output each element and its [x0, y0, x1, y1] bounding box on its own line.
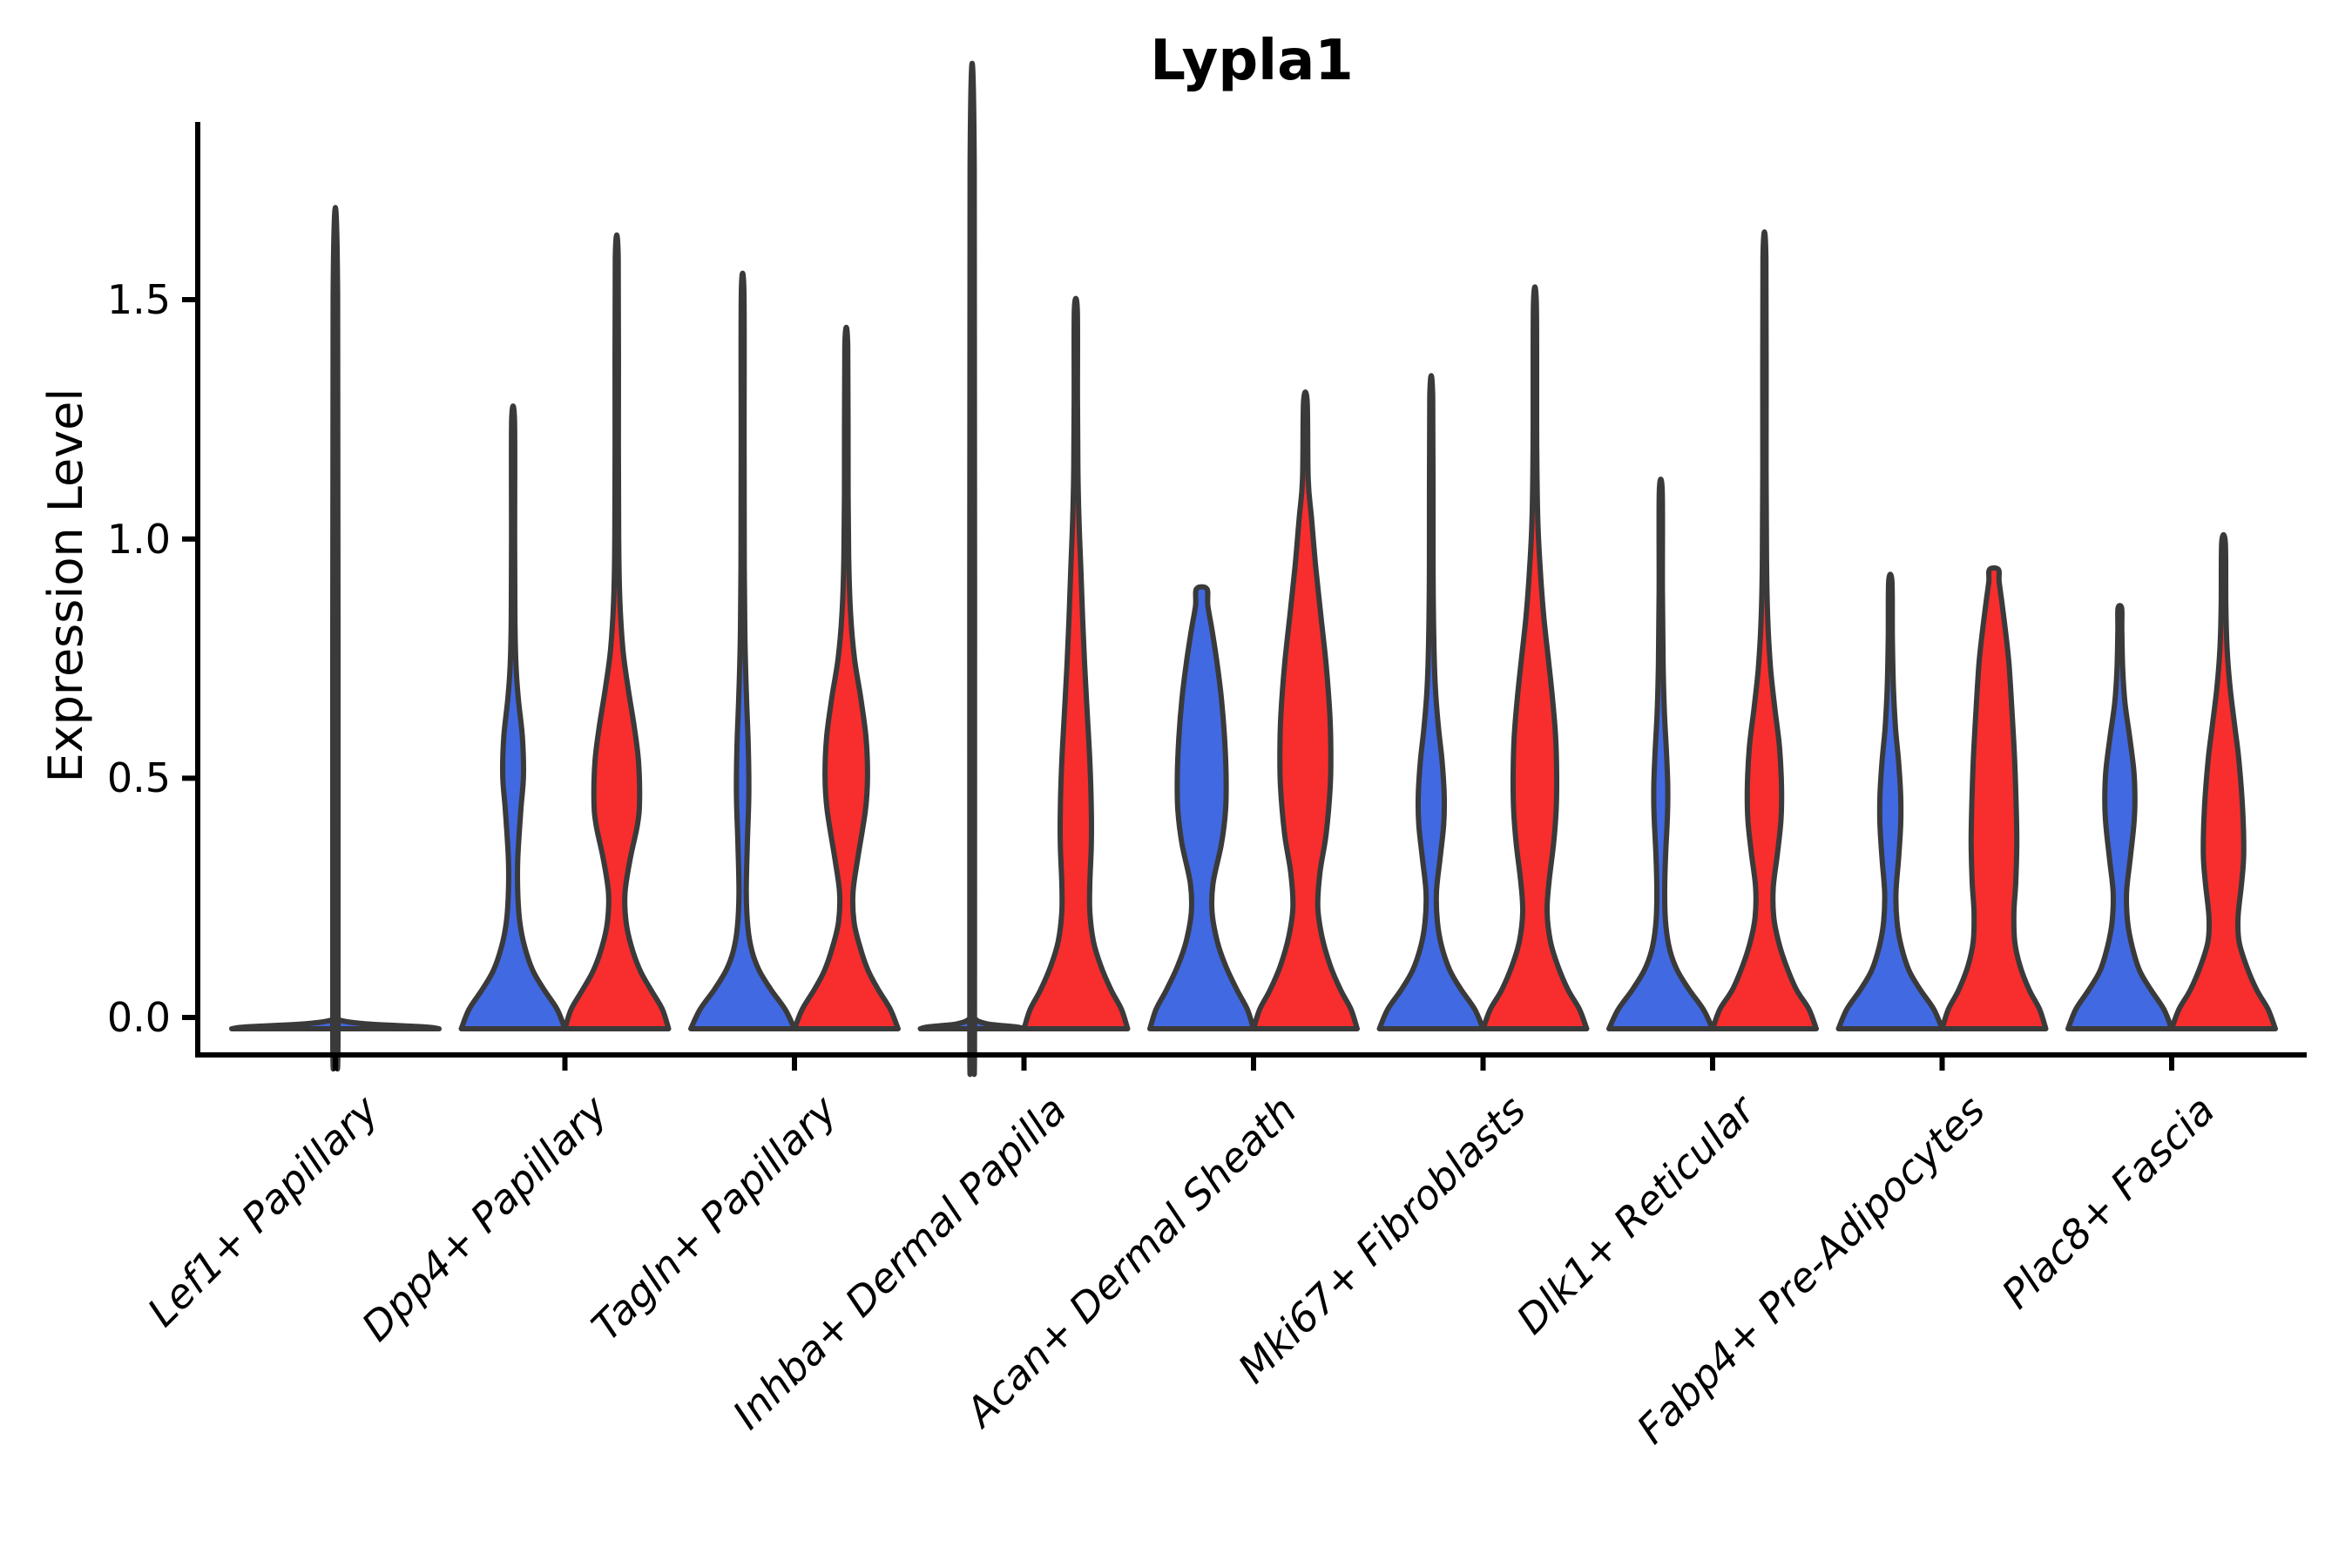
violin-tagln-papillary-blue: [688, 270, 797, 1031]
violin-inhba-dermal-papilla-red: [1021, 295, 1131, 1031]
violin-acan-dermal-sheath-red: [1251, 389, 1360, 1031]
y-axis-label: Expression Level: [38, 388, 93, 783]
y-tick-label: 0.0: [106, 994, 171, 1041]
violin-fabp4-pre-adipocytes-blue: [1835, 571, 1945, 1031]
violin-tagln-papillary-red: [792, 324, 901, 1031]
violin-plac8-fascia-blue: [2065, 603, 2174, 1031]
violin-dlk1-reticular-red: [1710, 229, 1819, 1031]
chart-title: Lypla1: [1150, 29, 1354, 93]
violin-dpp4-papillary-red: [562, 233, 672, 1031]
violin-mki67-fibroblasts-red: [1480, 284, 1590, 1031]
violin-dlk1-reticular-blue: [1606, 476, 1715, 1031]
violin-plac8-fascia-red: [2169, 531, 2278, 1031]
violin-acan-dermal-sheath-blue: [1147, 584, 1256, 1031]
violin-mki67-fibroblasts-blue: [1376, 373, 1486, 1031]
violin-inhba-dermal-papilla-blue: [917, 61, 1027, 1078]
violin-dpp4-papillary-blue: [458, 403, 568, 1031]
y-tick-label: 1.0: [106, 515, 171, 563]
violin-lef1-papillary-blue: [229, 205, 442, 1072]
y-tick-label: 1.5: [106, 276, 171, 324]
y-tick-label: 0.5: [106, 754, 171, 802]
violin-fabp4-pre-adipocytes-red: [1939, 564, 2049, 1031]
